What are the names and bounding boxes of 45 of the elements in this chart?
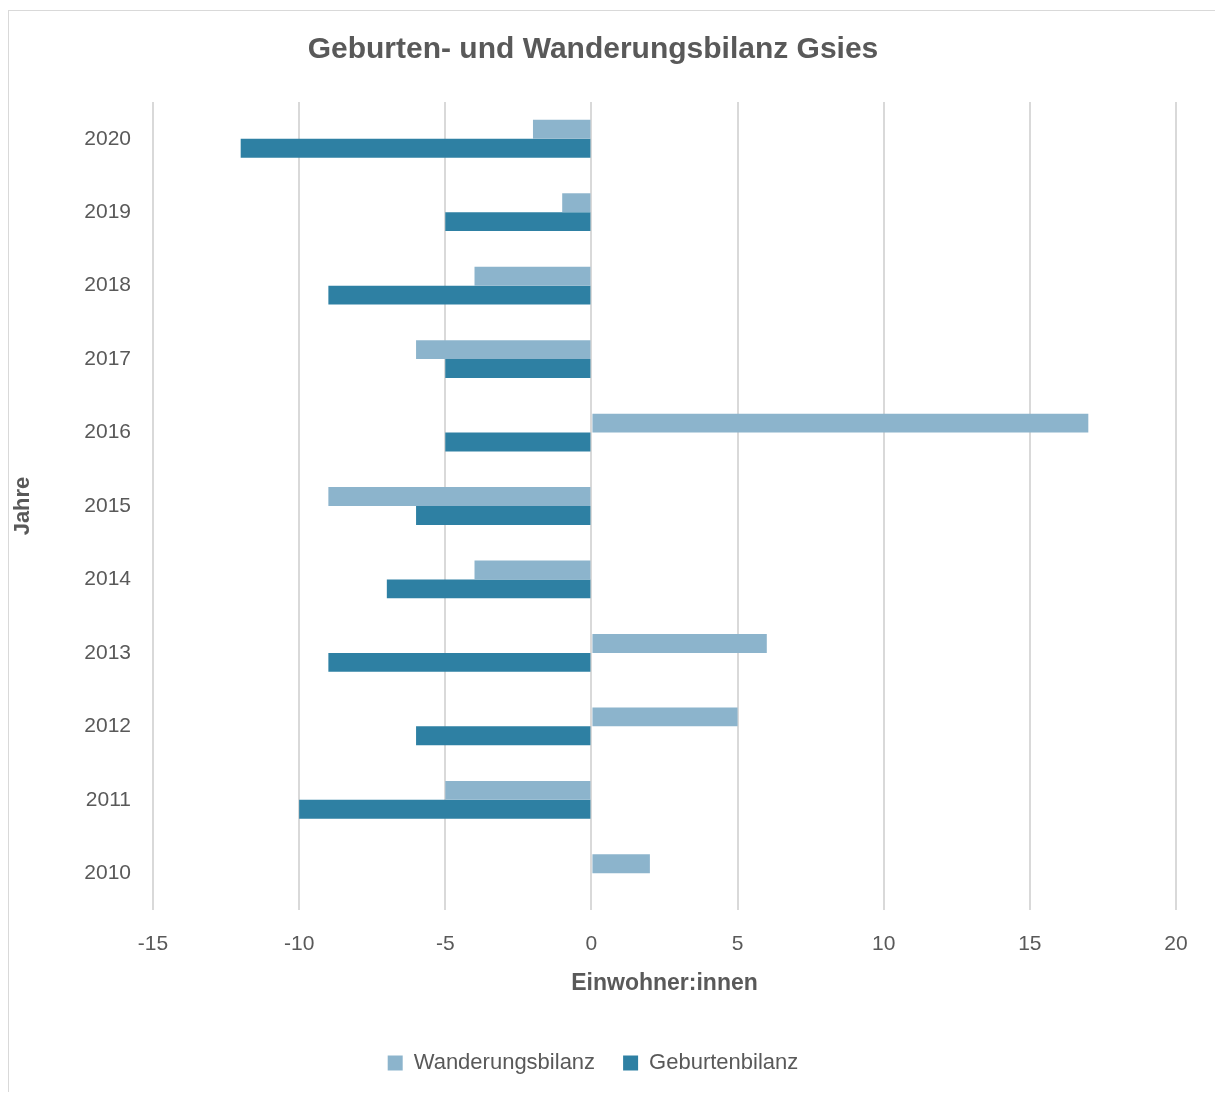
y-tick-label: 2012 xyxy=(84,713,131,737)
x-tick-label: 20 xyxy=(1164,931,1188,955)
legend-label: Geburtenbilanz xyxy=(649,1049,799,1075)
bar xyxy=(532,119,591,139)
chart-title: Geburten- und Wanderungsbilanz Gsies xyxy=(307,31,879,65)
x-tick-label: 10 xyxy=(872,931,896,955)
bar xyxy=(592,854,650,874)
bar xyxy=(445,780,591,800)
x-tick-label: -5 xyxy=(435,931,455,955)
y-tick-label: 2013 xyxy=(84,639,131,663)
bar xyxy=(386,579,591,599)
bar xyxy=(592,707,738,727)
x-tick-label: 0 xyxy=(585,931,598,955)
y-tick-label: 2018 xyxy=(84,272,131,296)
bar xyxy=(592,413,1089,433)
legend-label: Wanderungsbilanz xyxy=(413,1049,596,1075)
y-axis-title: Jahre xyxy=(9,476,35,536)
y-tick-label: 2017 xyxy=(84,345,131,369)
bar xyxy=(328,487,591,506)
bar xyxy=(592,634,767,653)
bar xyxy=(328,652,591,672)
y-tick-label: 2019 xyxy=(84,198,131,222)
bar xyxy=(474,560,591,580)
x-tick-label: 15 xyxy=(1018,931,1042,955)
y-tick-label: 2016 xyxy=(84,419,131,443)
y-tick-label: 2011 xyxy=(85,786,131,810)
y-tick-label: 2020 xyxy=(84,125,131,149)
bar xyxy=(445,359,591,379)
bar xyxy=(562,193,591,213)
bar xyxy=(416,506,591,525)
bar xyxy=(445,212,591,232)
bar xyxy=(416,726,591,746)
x-tick-label: 5 xyxy=(731,931,744,955)
bar xyxy=(445,432,591,452)
bar xyxy=(240,138,591,158)
x-tick-label: -10 xyxy=(283,931,315,955)
y-tick-label: 2014 xyxy=(84,566,132,590)
bar xyxy=(474,266,591,286)
bar xyxy=(299,799,591,819)
x-axis-title: Einwohner:innen xyxy=(571,968,758,995)
x-tick-label: -15 xyxy=(137,931,169,955)
y-tick-label: 2010 xyxy=(84,860,131,884)
bar xyxy=(416,340,591,360)
bar xyxy=(328,285,591,305)
y-tick-label: 2015 xyxy=(84,492,131,516)
